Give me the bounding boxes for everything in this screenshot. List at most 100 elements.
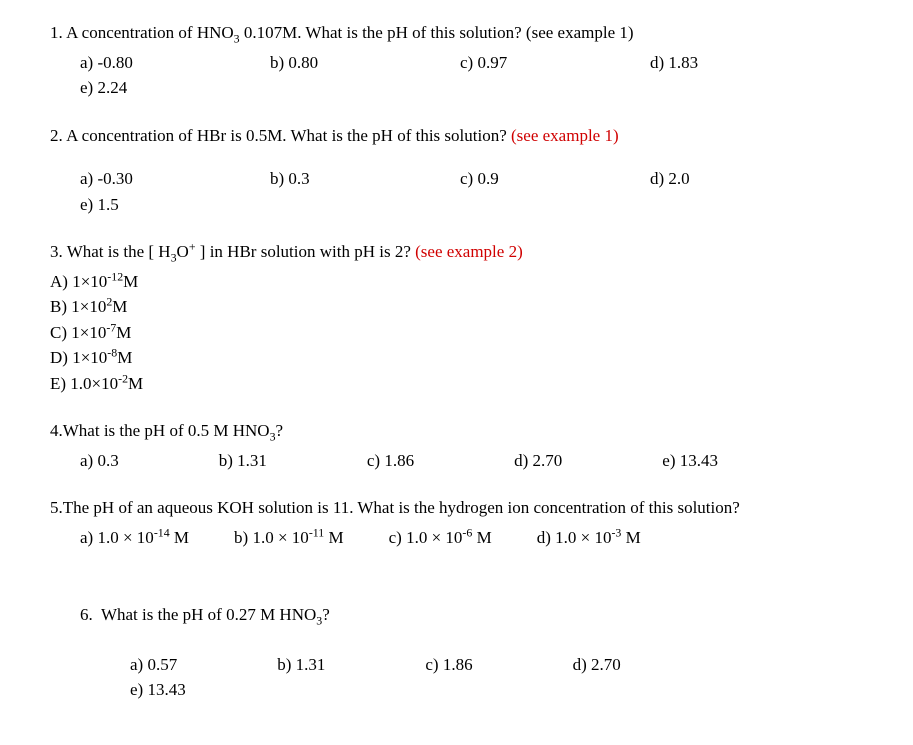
q1-opt-b-value: 0.80 xyxy=(288,53,318,72)
q2-opt-c: c) 0.9 xyxy=(430,166,620,192)
q4-opt-c: c) 1.86 xyxy=(337,448,414,474)
q5-opt-d-exp: -3 xyxy=(611,525,621,539)
q5-opt-c-coeff: 1.0 × 10 xyxy=(406,528,462,547)
q6-opt-a: a) 0.57 xyxy=(130,652,177,678)
q6-opt-e: e) 13.43 xyxy=(130,677,186,703)
q3-opt-d-label: D) xyxy=(50,348,68,367)
q3-opt-d-unit: M xyxy=(117,348,132,367)
q3-opt-a-label: A) xyxy=(50,272,68,291)
q4-opt-c-value: 1.86 xyxy=(384,451,414,470)
q6-opt-a-label: a) xyxy=(130,655,143,674)
q3-opt-c: C) 1×10-7M xyxy=(50,320,863,346)
q4-opt-d-label: d) xyxy=(514,451,528,470)
q2-opt-b-label: b) xyxy=(270,169,284,188)
q4-opt-a: a) 0.3 xyxy=(50,448,119,474)
q1-stem-post: 0.107M. What is the pH of this solution?… xyxy=(240,23,634,42)
question-2-stem: 2. A concentration of HBr is 0.5M. What … xyxy=(50,123,863,149)
q2-options: a) -0.30 b) 0.3 c) 0.9 d) 2.0 e) 1.5 xyxy=(50,166,863,217)
question-4-stem: 4.What is the pH of 0.5 M HNO3? xyxy=(50,418,863,444)
q4-options: a) 0.3 b) 1.31 c) 1.86 d) 2.70 e) 13.43 xyxy=(50,448,863,474)
q6-stem-pre: What is the pH of 0.27 M HNO xyxy=(101,605,316,624)
q3-stem-pre: What is the xyxy=(67,242,149,261)
question-3: 3. What is the [ H3O+ ] in HBr solution … xyxy=(50,239,863,396)
q1-opt-e: e) 2.24 xyxy=(50,75,240,101)
q1-opt-d: d) 1.83 xyxy=(620,50,810,76)
q6-opt-c-value: 1.86 xyxy=(443,655,473,674)
question-2: 2. A concentration of HBr is 0.5M. What … xyxy=(50,123,863,218)
q4-opt-e: e) 13.43 xyxy=(632,448,718,474)
question-1: 1. A concentration of HNO3 0.107M. What … xyxy=(50,20,863,101)
q1-opt-b: b) 0.80 xyxy=(240,50,430,76)
q4-opt-c-label: c) xyxy=(367,451,380,470)
q6-opt-b-value: 1.31 xyxy=(296,655,326,674)
q5-opt-b-label: b) xyxy=(234,528,248,547)
q3-opt-e-label: E) xyxy=(50,374,66,393)
q6-opt-a-value: 0.57 xyxy=(147,655,177,674)
q3-opt-d: D) 1×10-8M xyxy=(50,345,863,371)
q2-opt-c-label: c) xyxy=(460,169,473,188)
q2-opt-d-label: d) xyxy=(650,169,664,188)
q3-opt-a-unit: M xyxy=(123,272,138,291)
q6-opt-c-label: c) xyxy=(425,655,438,674)
question-5: 5.The pH of an aqueous KOH solution is 1… xyxy=(50,495,863,550)
q3-formula-open: [ H xyxy=(148,242,170,261)
q3-formula-sup: + xyxy=(189,239,196,253)
q5-opt-c-exp: -6 xyxy=(462,525,472,539)
q2-opt-a: a) -0.30 xyxy=(50,166,240,192)
q1-opt-c: c) 0.97 xyxy=(430,50,620,76)
q3-opt-b-label: B) xyxy=(50,297,67,316)
q2-opt-a-value: -0.30 xyxy=(97,169,132,188)
q3-opt-e: E) 1.0×10-2M xyxy=(50,371,863,397)
q4-opt-d-value: 2.70 xyxy=(533,451,563,470)
q3-opt-e-coeff: 1.0 xyxy=(70,374,91,393)
q3-opt-a: A) 1×10-12M xyxy=(50,269,863,295)
question-5-stem: 5.The pH of an aqueous KOH solution is 1… xyxy=(50,495,863,521)
q5-opt-b: b) 1.0 × 10-11 M xyxy=(204,525,344,551)
q3-opt-c-label: C) xyxy=(50,323,67,342)
q1-options: a) -0.80 b) 0.80 c) 0.97 d) 1.83 e) 2.24 xyxy=(50,50,863,101)
q3-opt-e-exp: -2 xyxy=(118,371,128,385)
q2-opt-e: e) 1.5 xyxy=(50,192,240,218)
q1-stem-pre: A concentration of HNO xyxy=(66,23,234,42)
q3-opt-d-coeff: 1 xyxy=(72,348,81,367)
q4-number: 4. xyxy=(50,421,63,440)
q2-opt-e-label: e) xyxy=(80,195,93,214)
q5-opt-b-exp: -11 xyxy=(309,525,324,539)
q2-hint: (see example 1) xyxy=(511,126,619,145)
q5-opt-c: c) 1.0 × 10-6 M xyxy=(359,525,492,551)
q4-opt-b-label: b) xyxy=(219,451,233,470)
q2-opt-b-value: 0.3 xyxy=(288,169,309,188)
q3-options: A) 1×10-12M B) 1×102M C) 1×10-7M D) 1×10… xyxy=(50,269,863,397)
q2-number: 2. xyxy=(50,126,63,145)
q3-opt-a-exp: -12 xyxy=(107,269,123,283)
q2-opt-a-label: a) xyxy=(80,169,93,188)
question-4: 4.What is the pH of 0.5 M HNO3? a) 0.3 b… xyxy=(50,418,863,473)
q4-opt-b: b) 1.31 xyxy=(189,448,267,474)
q6-stem-post: ? xyxy=(322,605,330,624)
q5-opt-d-coeff: 1.0 × 10 xyxy=(555,528,611,547)
q3-opt-c-coeff: 1 xyxy=(71,323,80,342)
q6-options: a) 0.57 b) 1.31 c) 1.86 d) 2.70 e) 13.43 xyxy=(50,652,863,703)
q3-opt-d-exp: -8 xyxy=(107,345,117,359)
q3-opt-a-coeff: 1 xyxy=(72,272,81,291)
q5-opt-a-label: a) xyxy=(80,528,93,547)
question-6-stem: 6. What is the pH of 0.27 M HNO3? xyxy=(50,602,863,628)
q6-number: 6. xyxy=(80,605,93,624)
q3-formula-close: ] xyxy=(196,242,206,261)
q5-options: a) 1.0 × 10-14 M b) 1.0 × 10-11 M c) 1.0… xyxy=(50,525,863,551)
q1-opt-b-label: b) xyxy=(270,53,284,72)
q3-opt-b-coeff: 1 xyxy=(71,297,80,316)
q5-opt-b-unit: M xyxy=(324,528,343,547)
q5-opt-a-exp: -14 xyxy=(154,525,170,539)
q3-opt-e-unit: M xyxy=(128,374,143,393)
q2-opt-c-value: 0.9 xyxy=(477,169,498,188)
q5-opt-d-unit: M xyxy=(621,528,640,547)
q3-opt-c-exp: -7 xyxy=(106,320,116,334)
q5-opt-a-unit: M xyxy=(170,528,189,547)
q5-opt-a: a) 1.0 × 10-14 M xyxy=(50,525,189,551)
q3-number: 3. xyxy=(50,242,63,261)
q3-formula-mid: O xyxy=(177,242,189,261)
q1-opt-c-value: 0.97 xyxy=(477,53,507,72)
q4-opt-b-value: 1.31 xyxy=(237,451,267,470)
q1-opt-d-value: 1.83 xyxy=(668,53,698,72)
